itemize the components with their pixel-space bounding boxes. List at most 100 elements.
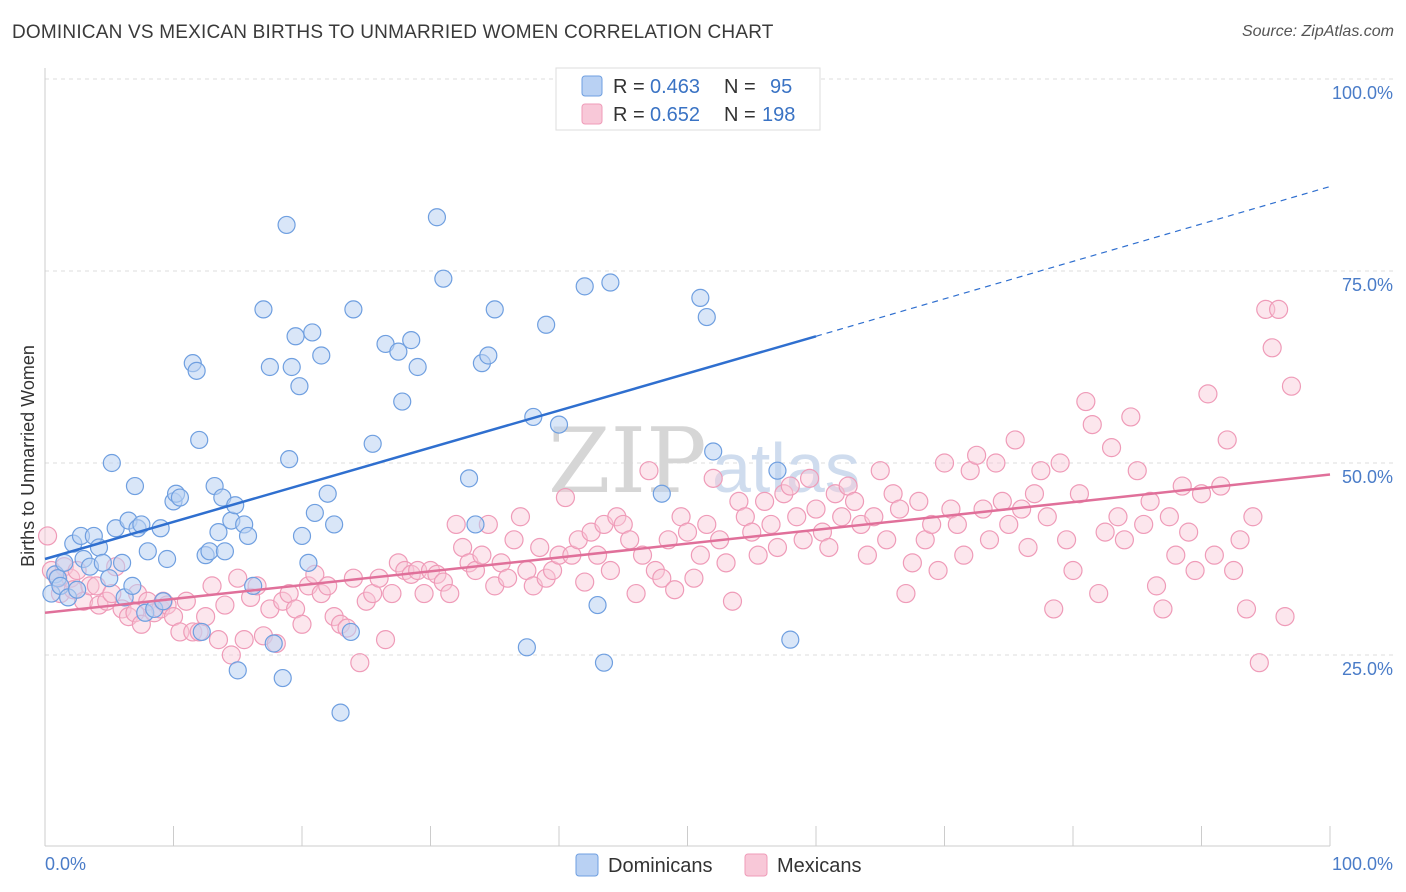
mexicans-point [722,591,743,611]
chart-title: DOMINICAN VS MEXICAN BIRTHS TO UNMARRIED… [12,22,774,43]
mexicans-point [1275,606,1295,627]
mexicans-point [877,530,897,550]
mexicans-point [196,606,216,627]
mexicans-point [1140,491,1160,511]
dominicans-point [192,622,211,642]
dominicans-point [125,476,145,496]
mexicans-point [793,530,813,550]
mexicans-point [639,461,659,481]
mexicans-point [1127,461,1147,481]
mexicans-point [324,606,344,627]
mexicans-point [1050,453,1070,473]
mexicans-point [382,583,402,604]
mexicans-point [832,507,852,527]
mexicans-point [684,568,704,588]
mexicans-point [761,514,781,535]
mexicans-point [799,468,820,488]
mexicans-point [626,583,646,604]
dominicans-point [485,300,504,319]
mexicans-point [1082,415,1102,435]
dominicans-point [228,661,247,680]
mexicans-point [530,537,550,558]
y-tick-label: 100.0% [1332,83,1393,103]
dominicans-point [594,653,614,672]
dominicans-point [112,553,132,572]
dominicans-point [479,346,498,365]
x-tick-label: 100.0% [1332,854,1393,874]
mexicans-point [690,545,710,565]
mexicans-point [1146,576,1167,596]
mexicans-point [1166,545,1186,565]
mexicans-point [176,591,196,611]
dominicans-point [588,595,607,615]
mexicans-point [350,653,370,673]
dominicans-point [68,580,87,599]
dominicans-point [459,469,479,488]
mexicans-point [356,591,376,611]
dominicans-point [434,269,453,288]
mexicans-point [388,553,408,573]
dominicans-point [123,576,142,595]
mexicans-point [748,545,768,565]
tick-labels: 25.0% 50.0% 75.0% 100.0% 0.0% 100.0% [45,83,1393,874]
mexicans-point [1056,530,1077,550]
mexicans-point [857,545,878,565]
mexicans-point [947,514,967,535]
dominicans-point [704,442,723,461]
mexicans-point [1198,384,1218,404]
mexicans-point [620,530,640,550]
dominicans-point [260,357,279,377]
dominicans-point [209,523,228,542]
dominicans-point [427,208,447,227]
mexicans-point [1024,484,1045,504]
bottom-legend-mexicans: Mexicans [777,855,861,877]
mexicans-point [934,453,955,473]
mexicans-point [1044,599,1064,619]
dominicans-point [215,542,234,561]
mexicans-point [555,487,576,508]
mexicans-point [208,630,229,650]
trend-lines [44,185,1331,615]
mexicans-point [1076,391,1096,412]
mexicans-point [992,491,1012,511]
mexicans-point [780,476,800,496]
mexicans-point [607,507,627,527]
bottom-legend-swatch-mexicans [744,853,768,877]
bottom-legend-dominicans: Dominicans [608,855,712,877]
dominicans-point [601,273,620,292]
mexicans-point [1243,507,1263,527]
mexicans-point [979,530,1000,550]
legend-r-value: 0.463 [650,76,700,98]
dominicans-point [393,392,412,411]
mexicans-point [202,576,222,596]
mexicans-point [37,526,58,546]
mexicans-point [1249,653,1269,673]
mexicans-point [902,553,922,573]
dominicans-point [299,553,318,572]
mexicans-point [414,583,434,604]
mexicans-point [1204,545,1224,565]
legend-swatch-dominicans [581,75,603,97]
dominicans-point [190,430,209,450]
mexicans-point [215,595,235,615]
mexicans-point [472,545,492,565]
dominicans-point [344,300,363,319]
dominicans-point [363,434,382,453]
dominicans-point [277,215,296,235]
legend-n-label: N = [724,104,756,126]
mexicans-point [787,507,807,527]
dominicans-point [238,526,258,546]
dominicans-point [200,542,219,561]
mexicans-point [844,491,865,511]
dominicans-point [389,342,408,361]
mexicans-point [1108,507,1128,527]
mexicans-point [1268,299,1289,319]
mexicans-point [1134,514,1154,535]
dominicans-point [102,453,121,473]
mexicans-point [703,468,723,488]
mexicans-point [1185,560,1205,581]
dominicans-point [286,327,305,346]
mexicans-point [600,560,621,581]
mexicans-point [440,583,460,604]
